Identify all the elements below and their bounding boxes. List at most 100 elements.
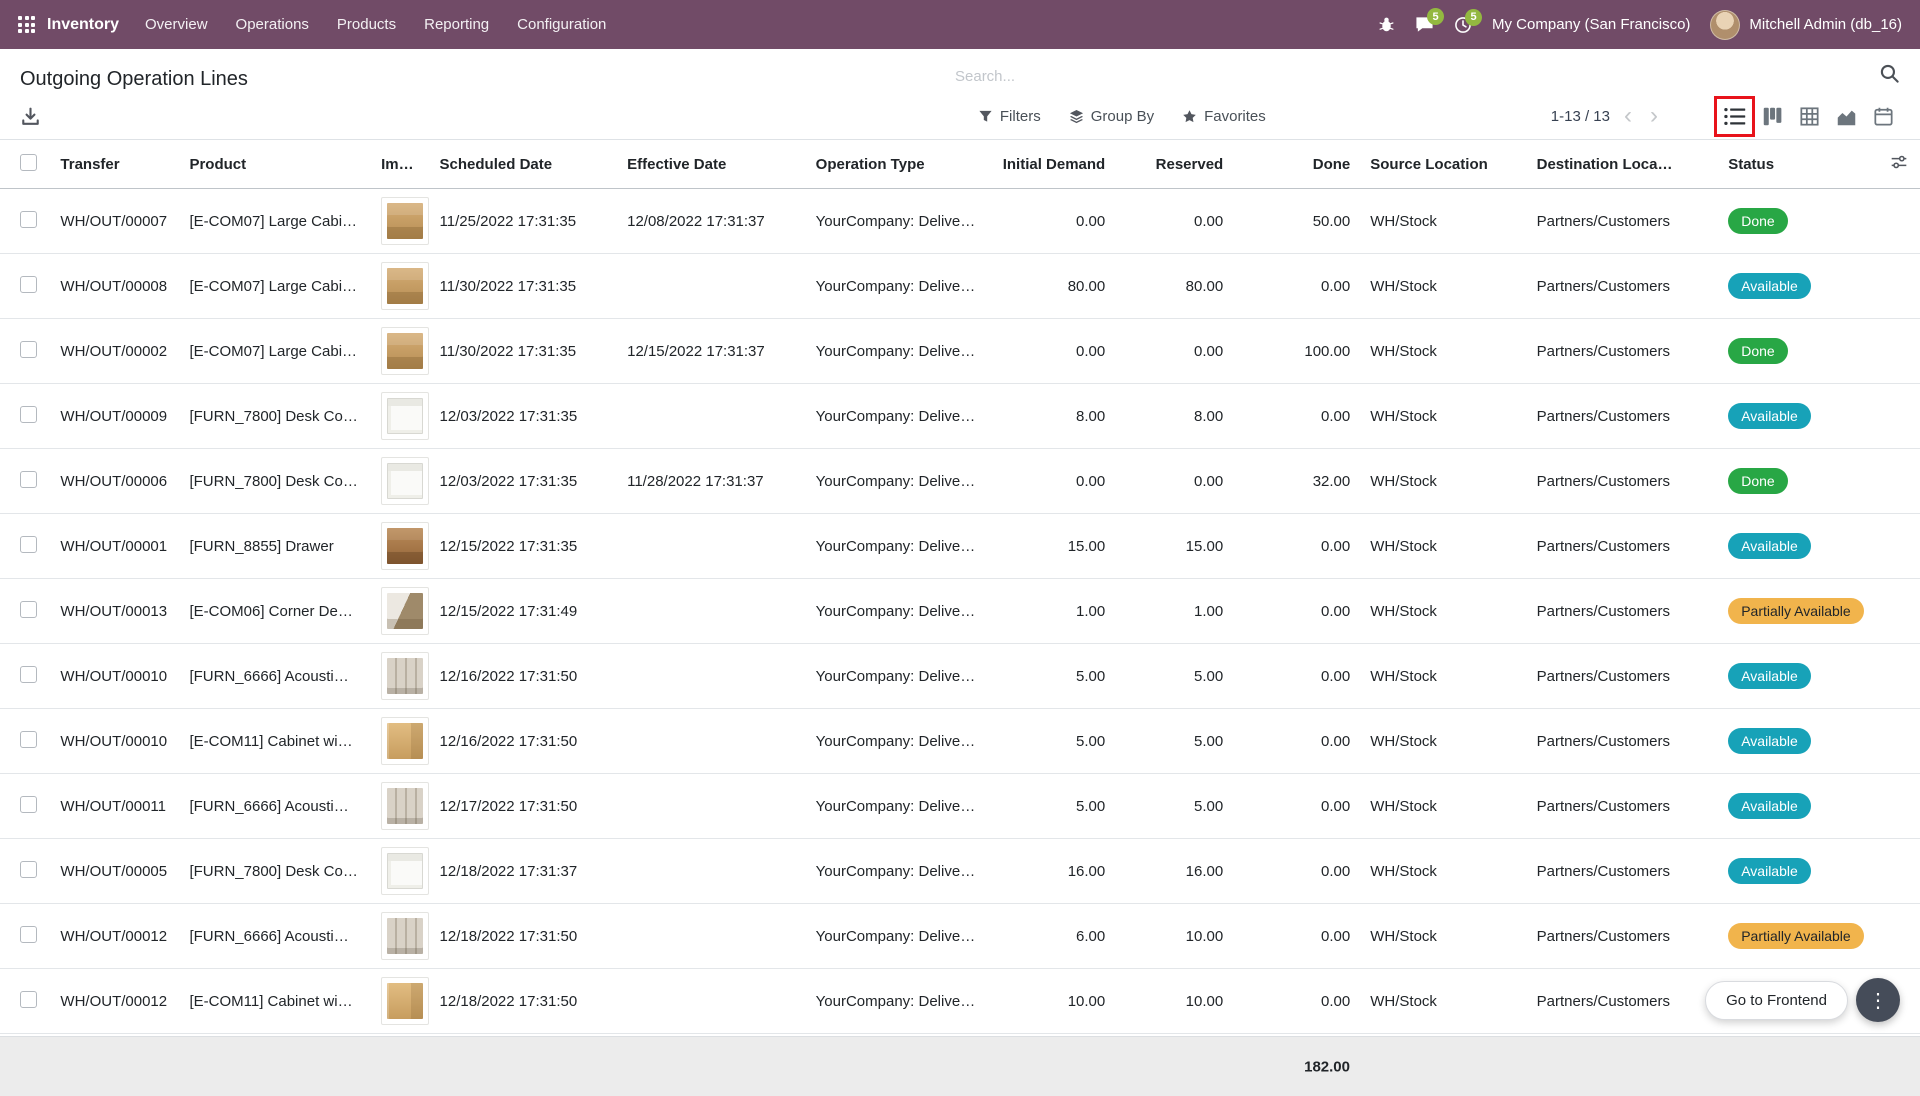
search-input[interactable] — [955, 67, 1879, 85]
cell-effective-date[interactable] — [617, 968, 806, 1034]
pager-previous-icon[interactable]: ‹ — [1624, 102, 1632, 129]
cell-done[interactable]: 100.00 — [1233, 318, 1361, 384]
cell-product[interactable]: [E-COM07] Large Cabi… — [179, 318, 372, 384]
cell-product[interactable]: [E-COM06] Corner De… — [179, 578, 372, 644]
cell-transfer[interactable]: WH/OUT/00008 — [50, 253, 180, 319]
cell-operation-type[interactable]: YourCompany: Delive… — [805, 253, 990, 319]
cell-scheduled-date[interactable]: 12/03/2022 17:31:35 — [429, 448, 618, 514]
cell-done[interactable]: 0.00 — [1233, 708, 1361, 774]
view-graph-button[interactable] — [1830, 101, 1863, 132]
row-checkbox[interactable] — [20, 535, 37, 553]
cell-transfer[interactable]: WH/OUT/00005 — [50, 838, 180, 904]
cell-done[interactable]: 0.00 — [1233, 903, 1361, 969]
row-checkbox[interactable] — [20, 925, 37, 943]
cell-destination-location[interactable]: Partners/Customers — [1526, 253, 1719, 319]
cell-source-location[interactable]: WH/Stock — [1360, 708, 1527, 774]
cell-destination-location[interactable]: Partners/Customers — [1526, 838, 1719, 904]
table-row[interactable]: WH/OUT/00009 [FURN_7800] Desk Co… 12/03/… — [0, 383, 1920, 449]
cell-destination-location[interactable]: Partners/Customers — [1526, 448, 1719, 514]
cell-scheduled-date[interactable]: 12/15/2022 17:31:49 — [429, 578, 618, 644]
view-kanban-button[interactable] — [1756, 101, 1789, 132]
messages-icon[interactable]: 5 — [1415, 8, 1445, 34]
cell-product[interactable]: [FURN_6666] Acousti… — [179, 643, 372, 709]
cell-done[interactable]: 0.00 — [1233, 773, 1361, 839]
cell-initial-demand[interactable]: 0.00 — [989, 188, 1116, 254]
table-row[interactable]: WH/OUT/00007 [E-COM07] Large Cabi… 11/25… — [0, 188, 1920, 254]
cell-transfer[interactable]: WH/OUT/00006 — [50, 448, 180, 514]
menu-overview[interactable]: Overview — [145, 16, 208, 33]
cell-product[interactable]: [FURN_7800] Desk Co… — [179, 448, 372, 514]
cell-effective-date[interactable] — [617, 773, 806, 839]
cell-transfer[interactable]: WH/OUT/00002 — [50, 318, 180, 384]
cell-source-location[interactable]: WH/Stock — [1360, 383, 1527, 449]
cell-scheduled-date[interactable]: 12/03/2022 17:31:35 — [429, 383, 618, 449]
cell-transfer[interactable]: WH/OUT/00001 — [50, 513, 180, 579]
header-product[interactable]: Product — [179, 139, 372, 189]
cell-operation-type[interactable]: YourCompany: Delive… — [805, 578, 990, 644]
cell-reserved[interactable]: 1.00 — [1115, 578, 1234, 644]
table-row[interactable]: WH/OUT/00012 [E-COM11] Cabinet wi… 12/18… — [0, 968, 1920, 1034]
cell-initial-demand[interactable]: 80.00 — [989, 253, 1116, 319]
cell-source-location[interactable]: WH/Stock — [1360, 838, 1527, 904]
cell-source-location[interactable]: WH/Stock — [1360, 318, 1527, 384]
cell-destination-location[interactable]: Partners/Customers — [1526, 383, 1719, 449]
cell-done[interactable]: 0.00 — [1233, 838, 1361, 904]
cell-operation-type[interactable]: YourCompany: Delive… — [805, 903, 990, 969]
cell-transfer[interactable]: WH/OUT/00010 — [50, 708, 180, 774]
cell-effective-date[interactable] — [617, 253, 806, 319]
optional-columns-icon[interactable] — [1890, 155, 1908, 175]
cell-product[interactable]: [FURN_6666] Acousti… — [179, 773, 372, 839]
cell-operation-type[interactable]: YourCompany: Delive… — [805, 838, 990, 904]
cell-destination-location[interactable]: Partners/Customers — [1526, 513, 1719, 579]
cell-operation-type[interactable]: YourCompany: Delive… — [805, 968, 990, 1034]
cell-scheduled-date[interactable]: 11/30/2022 17:31:35 — [429, 253, 618, 319]
cell-product[interactable]: [FURN_8855] Drawer — [179, 513, 372, 579]
header-effective-date[interactable]: Effective Date — [617, 139, 806, 189]
cell-effective-date[interactable] — [617, 383, 806, 449]
app-brand[interactable]: Inventory — [47, 15, 120, 33]
row-checkbox[interactable] — [20, 730, 37, 748]
cell-transfer[interactable]: WH/OUT/00012 — [50, 903, 180, 969]
table-row[interactable]: WH/OUT/00012 [FURN_6666] Acousti… 12/18/… — [0, 903, 1920, 969]
more-options-button[interactable]: ⋮ — [1856, 978, 1900, 1022]
cell-scheduled-date[interactable]: 12/16/2022 17:31:50 — [429, 643, 618, 709]
cell-effective-date[interactable] — [617, 903, 806, 969]
header-scheduled-date[interactable]: Scheduled Date — [429, 139, 618, 189]
cell-destination-location[interactable]: Partners/Customers — [1526, 578, 1719, 644]
cell-reserved[interactable]: 10.00 — [1115, 903, 1234, 969]
cell-scheduled-date[interactable]: 12/18/2022 17:31:37 — [429, 838, 618, 904]
cell-source-location[interactable]: WH/Stock — [1360, 968, 1527, 1034]
cell-operation-type[interactable]: YourCompany: Delive… — [805, 643, 990, 709]
cell-destination-location[interactable]: Partners/Customers — [1526, 903, 1719, 969]
cell-operation-type[interactable]: YourCompany: Delive… — [805, 773, 990, 839]
cell-reserved[interactable]: 5.00 — [1115, 773, 1234, 839]
cell-source-location[interactable]: WH/Stock — [1360, 513, 1527, 579]
cell-product[interactable]: [E-COM11] Cabinet wi… — [179, 968, 372, 1034]
cell-done[interactable]: 0.00 — [1233, 643, 1361, 709]
filters-button[interactable]: Filters — [978, 108, 1041, 125]
table-row[interactable]: WH/OUT/00005 [FURN_7800] Desk Co… 12/18/… — [0, 838, 1920, 904]
cell-reserved[interactable]: 80.00 — [1115, 253, 1234, 319]
header-reserved[interactable]: Reserved — [1115, 139, 1234, 189]
cell-product[interactable]: [E-COM07] Large Cabi… — [179, 253, 372, 319]
cell-product[interactable]: [FURN_7800] Desk Co… — [179, 838, 372, 904]
cell-operation-type[interactable]: YourCompany: Delive… — [805, 188, 990, 254]
cell-destination-location[interactable]: Partners/Customers — [1526, 968, 1719, 1034]
row-checkbox[interactable] — [20, 340, 37, 358]
cell-effective-date[interactable]: 12/08/2022 17:31:37 — [617, 188, 806, 254]
cell-operation-type[interactable]: YourCompany: Delive… — [805, 513, 990, 579]
header-source-location[interactable]: Source Location — [1360, 139, 1527, 189]
cell-effective-date[interactable] — [617, 643, 806, 709]
cell-transfer[interactable]: WH/OUT/00007 — [50, 188, 180, 254]
menu-operations[interactable]: Operations — [235, 16, 309, 33]
menu-products[interactable]: Products — [336, 16, 397, 33]
cell-destination-location[interactable]: Partners/Customers — [1526, 318, 1719, 384]
cell-destination-location[interactable]: Partners/Customers — [1526, 708, 1719, 774]
cell-initial-demand[interactable]: 16.00 — [989, 838, 1116, 904]
cell-initial-demand[interactable]: 8.00 — [989, 383, 1116, 449]
cell-destination-location[interactable]: Partners/Customers — [1526, 188, 1719, 254]
header-status[interactable]: Status — [1718, 139, 1880, 189]
view-list-button[interactable] — [1714, 95, 1755, 137]
cell-done[interactable]: 0.00 — [1233, 383, 1361, 449]
cell-scheduled-date[interactable]: 11/25/2022 17:31:35 — [429, 188, 618, 254]
